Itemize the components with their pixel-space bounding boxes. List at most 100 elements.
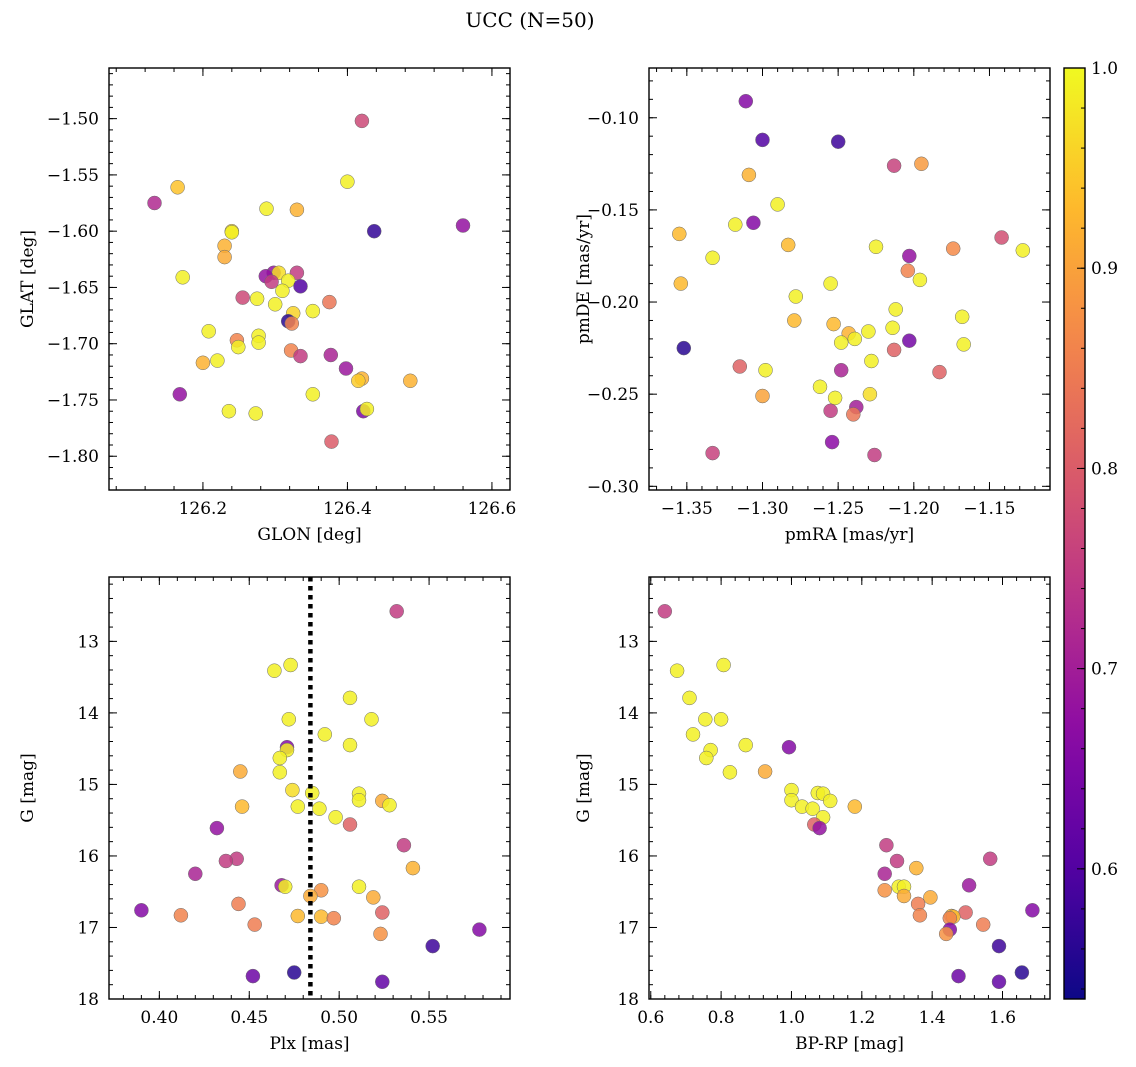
y-tick-label: −1.50 bbox=[47, 110, 99, 130]
data-point bbox=[267, 297, 283, 312]
data-point bbox=[676, 340, 692, 356]
data-point bbox=[472, 922, 487, 937]
y-tick-label: −0.30 bbox=[587, 477, 639, 497]
data-point bbox=[738, 737, 753, 753]
data-point bbox=[889, 853, 905, 869]
data-point bbox=[757, 764, 773, 779]
y-axis-label: pmDE [mas/yr] bbox=[574, 214, 594, 344]
data-point bbox=[286, 965, 302, 980]
y-tick-label: 16 bbox=[617, 847, 639, 867]
data-point bbox=[290, 908, 306, 924]
data-point bbox=[313, 909, 329, 924]
data-point bbox=[364, 712, 379, 727]
points bbox=[672, 93, 1031, 463]
data-point bbox=[975, 917, 991, 932]
data-point bbox=[328, 810, 343, 825]
data-point bbox=[249, 291, 265, 306]
data-point bbox=[290, 799, 306, 814]
axes-frame bbox=[648, 67, 1051, 491]
data-point bbox=[824, 434, 840, 450]
y-tick-label: 16 bbox=[77, 847, 99, 867]
data-point bbox=[896, 888, 912, 904]
data-point bbox=[823, 403, 838, 419]
data-point bbox=[713, 712, 729, 727]
x-tick-label: 126.4 bbox=[323, 499, 372, 519]
x-tick-label: 0.45 bbox=[230, 1008, 268, 1028]
x-tick-label: 1.4 bbox=[919, 1008, 946, 1028]
data-point bbox=[770, 197, 785, 212]
ticks bbox=[109, 577, 510, 1000]
y-axis-label: G [mag] bbox=[18, 753, 38, 822]
points bbox=[657, 604, 1040, 990]
data-point bbox=[812, 379, 828, 395]
data-point bbox=[888, 302, 903, 317]
x-tick-label: 0.55 bbox=[410, 1008, 448, 1028]
data-point bbox=[281, 712, 297, 727]
y-tick-label: −1.55 bbox=[47, 166, 99, 186]
y-tick-label: 13 bbox=[77, 632, 99, 652]
data-point bbox=[886, 158, 902, 173]
y-tick-label: −0.20 bbox=[587, 293, 639, 313]
y-tick-label: −0.25 bbox=[587, 385, 639, 405]
ticks bbox=[649, 68, 1051, 490]
data-point bbox=[305, 387, 321, 402]
data-point bbox=[455, 218, 471, 233]
y-tick-label: 15 bbox=[77, 775, 99, 795]
points bbox=[147, 113, 471, 449]
data-point bbox=[923, 890, 938, 905]
data-point bbox=[867, 447, 882, 463]
data-point bbox=[657, 604, 673, 619]
y-tick-label: 18 bbox=[617, 990, 639, 1010]
data-point bbox=[682, 690, 697, 706]
data-point bbox=[741, 167, 757, 183]
data-point bbox=[994, 230, 1009, 245]
y-axis-label: GLAT [deg] bbox=[18, 230, 38, 328]
data-point bbox=[787, 313, 802, 328]
data-point bbox=[351, 792, 367, 808]
data-point bbox=[305, 303, 321, 319]
data-point bbox=[847, 331, 863, 347]
data-point bbox=[902, 333, 917, 348]
x-axis-label: pmRA [mas/yr] bbox=[785, 525, 914, 545]
data-point bbox=[324, 434, 339, 449]
data-point bbox=[669, 663, 685, 678]
data-point bbox=[912, 908, 928, 923]
y-tick-label: 17 bbox=[617, 918, 639, 938]
x-tick-label: 126.2 bbox=[179, 499, 228, 519]
data-point bbox=[698, 712, 713, 727]
y-tick-label: −1.80 bbox=[47, 447, 99, 467]
data-point bbox=[134, 903, 149, 918]
data-point bbox=[902, 248, 917, 264]
subplot-4: 0.6 0.8 1.0 1.2 1.4 1.6 13 14 15 16 17 18 BP-RP [mag… bbox=[574, 576, 1051, 1054]
data-point bbox=[780, 237, 796, 253]
data-point bbox=[322, 294, 337, 310]
data-point bbox=[685, 727, 701, 742]
data-point bbox=[247, 917, 262, 932]
x-tick-label: 0.6 bbox=[637, 1008, 664, 1028]
colorbar-tick-label: 0.8 bbox=[1091, 459, 1118, 479]
data-point bbox=[375, 974, 390, 990]
data-point bbox=[231, 896, 246, 912]
data-point bbox=[954, 309, 970, 325]
data-point bbox=[342, 737, 358, 753]
axes-frame bbox=[108, 576, 511, 1000]
colorbar-tick-label: 0.9 bbox=[1091, 259, 1118, 279]
data-point bbox=[932, 364, 947, 380]
data-point bbox=[396, 837, 412, 853]
data-point bbox=[738, 93, 754, 109]
data-point bbox=[267, 663, 282, 678]
x-tick-label: 0.50 bbox=[320, 1008, 358, 1028]
data-point bbox=[877, 883, 892, 898]
data-point bbox=[728, 217, 743, 232]
data-point bbox=[672, 226, 687, 242]
y-tick-label: 18 bbox=[77, 990, 99, 1010]
data-point bbox=[425, 938, 440, 954]
x-tick-label: 126.6 bbox=[468, 499, 517, 519]
data-point bbox=[235, 290, 250, 305]
axes-frame bbox=[108, 67, 511, 491]
y-tick-label: −0.10 bbox=[587, 109, 639, 129]
data-point bbox=[284, 316, 300, 331]
colorbar-gradient bbox=[1064, 68, 1085, 999]
data-point bbox=[886, 342, 902, 358]
y-tick-label: 13 bbox=[617, 632, 639, 652]
